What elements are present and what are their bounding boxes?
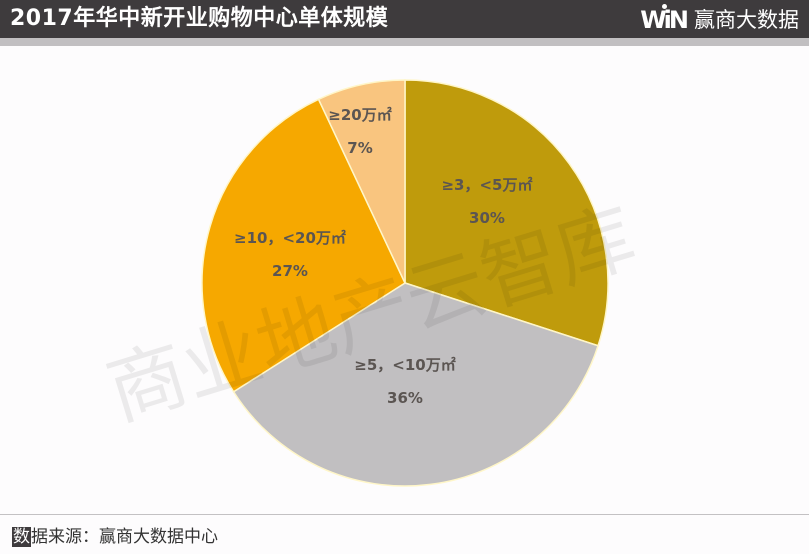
slice-category-label: ≥20万㎡ xyxy=(328,106,391,124)
slice-category-label: ≥5，<10万㎡ xyxy=(354,356,455,374)
pie-slice xyxy=(232,282,600,487)
pie-slice xyxy=(317,79,406,284)
pie-chart: 商业地产云智库 ≥3，<5万㎡ 30% ≥5，<10万㎡ 36% ≥10，<20万㎡ 27… xyxy=(0,46,809,514)
source-text: 据来源：赢商大数据中心 xyxy=(31,527,218,547)
chart-title: 2017年华中新开业购物中心单体规模 xyxy=(10,6,389,31)
header-divider xyxy=(0,38,809,46)
slice-percent-label: 27% xyxy=(272,262,308,280)
chart-header: 2017年华中新开业购物中心单体规模 WiN 赢商大数据 xyxy=(0,0,809,38)
pie-labels: ≥3，<5万㎡ 30% ≥5，<10万㎡ 36% ≥10，<20万㎡ 27% ≥20万㎡ 7% xyxy=(234,106,532,407)
pie-slice xyxy=(404,79,609,347)
slice-category-label: ≥3，<5万㎡ xyxy=(441,176,532,194)
pie-slice xyxy=(201,98,406,393)
pie-chart-svg: 商业地产云智库 ≥3，<5万㎡30%≥5，<10万㎡36%≥10，<20万㎡27… xyxy=(97,79,646,487)
brand-name: 赢商大数据 xyxy=(694,8,799,32)
data-source: 数据来源：赢商大数据中心 xyxy=(12,526,218,548)
pie-slices xyxy=(201,79,609,487)
source-highlight: 数 xyxy=(12,527,31,547)
slice-percent-label: 7% xyxy=(347,139,372,157)
brand-logo: WiN 赢商大数据 xyxy=(640,4,799,34)
win-logo-icon: WiN xyxy=(640,4,689,34)
slice-category-label: ≥10，<20万㎡ xyxy=(234,229,346,247)
footer-divider xyxy=(0,514,809,515)
slice-percent-label: 36% xyxy=(387,389,423,407)
slice-percent-label: 30% xyxy=(469,209,505,227)
